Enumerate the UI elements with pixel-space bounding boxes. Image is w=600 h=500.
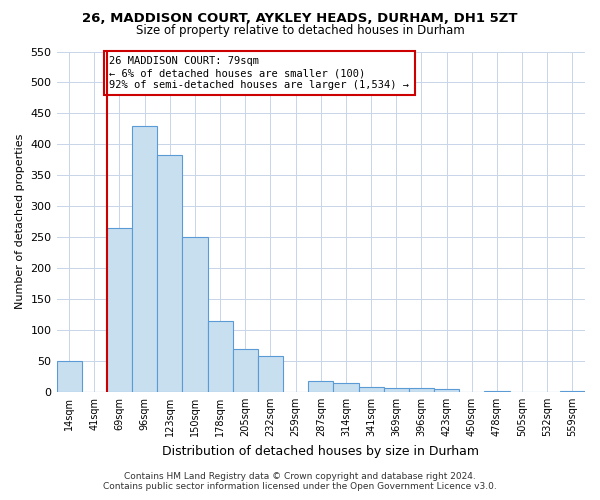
Bar bbox=[157, 155, 182, 392]
Bar bbox=[107, 228, 132, 392]
Bar bbox=[359, 387, 383, 392]
Bar bbox=[56, 361, 82, 392]
Text: 26 MADDISON COURT: 79sqm
← 6% of detached houses are smaller (100)
92% of semi-d: 26 MADDISON COURT: 79sqm ← 6% of detache… bbox=[109, 56, 409, 90]
Bar bbox=[233, 348, 258, 392]
Bar bbox=[258, 356, 283, 392]
Text: Contains HM Land Registry data © Crown copyright and database right 2024.
Contai: Contains HM Land Registry data © Crown c… bbox=[103, 472, 497, 491]
Bar bbox=[409, 388, 434, 392]
Bar bbox=[208, 320, 233, 392]
Text: Size of property relative to detached houses in Durham: Size of property relative to detached ho… bbox=[136, 24, 464, 37]
Bar bbox=[308, 381, 334, 392]
X-axis label: Distribution of detached houses by size in Durham: Distribution of detached houses by size … bbox=[162, 444, 479, 458]
Bar bbox=[132, 126, 157, 392]
Text: 26, MADDISON COURT, AYKLEY HEADS, DURHAM, DH1 5ZT: 26, MADDISON COURT, AYKLEY HEADS, DURHAM… bbox=[82, 12, 518, 26]
Bar bbox=[334, 382, 359, 392]
Bar bbox=[484, 390, 509, 392]
Bar bbox=[182, 237, 208, 392]
Bar bbox=[560, 390, 585, 392]
Bar bbox=[434, 389, 459, 392]
Bar bbox=[383, 388, 409, 392]
Y-axis label: Number of detached properties: Number of detached properties bbox=[15, 134, 25, 310]
